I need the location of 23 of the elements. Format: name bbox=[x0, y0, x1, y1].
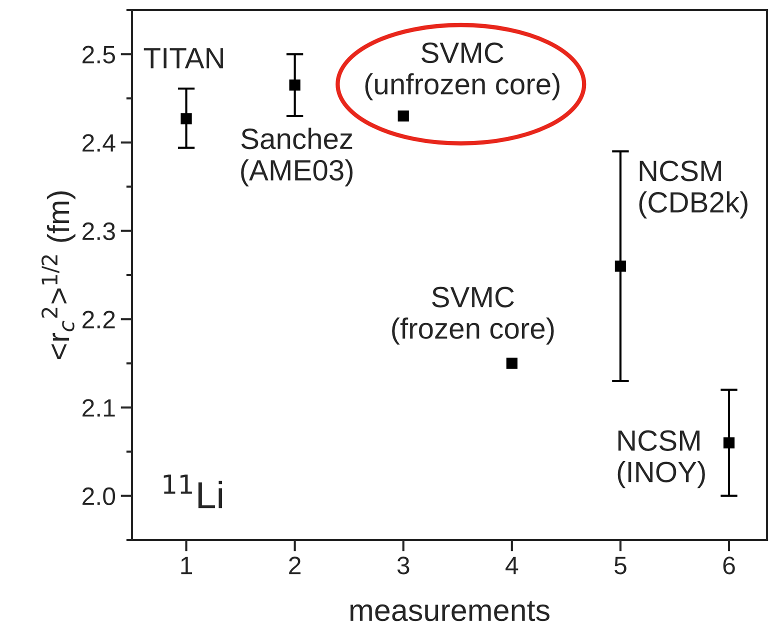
annotation: $^{11}$Li bbox=[164, 474, 222, 508]
x-tick-label: 4 bbox=[506, 556, 518, 574]
annotation: SVMC (unfrozen core) bbox=[365, 42, 560, 100]
point bbox=[398, 110, 409, 122]
x-tick-label: 1 bbox=[181, 556, 192, 574]
y-tick-label: 2.0 bbox=[82, 487, 116, 506]
point bbox=[506, 358, 518, 369]
x-tick-label: 3 bbox=[397, 556, 410, 574]
y-tick-label: 2.5 bbox=[82, 46, 115, 64]
annotation: Sanchez (AME03) bbox=[241, 128, 353, 186]
x-tick-label: 5 bbox=[614, 556, 626, 574]
annotation: NCSM (CDB2k) bbox=[639, 160, 748, 218]
annotation: SVMC (frozen core) bbox=[392, 286, 554, 345]
x-tick-label: 2 bbox=[289, 556, 301, 574]
y-tick-label: 2.3 bbox=[82, 222, 115, 240]
x-tick-label: 6 bbox=[723, 556, 735, 574]
y-axis-title: <r$_{c}$$^{2}$>$^{1/2}$ (fm) bbox=[42, 191, 76, 360]
annotation: NCSM (INOY) bbox=[618, 430, 705, 488]
y-tick-label: 2.1 bbox=[82, 399, 115, 417]
annotation: TITAN bbox=[144, 48, 223, 68]
x-axis-title: measurements bbox=[350, 601, 550, 622]
y-tick-label: 2.4 bbox=[82, 134, 116, 152]
y-tick-label: 2.2 bbox=[82, 310, 115, 328]
